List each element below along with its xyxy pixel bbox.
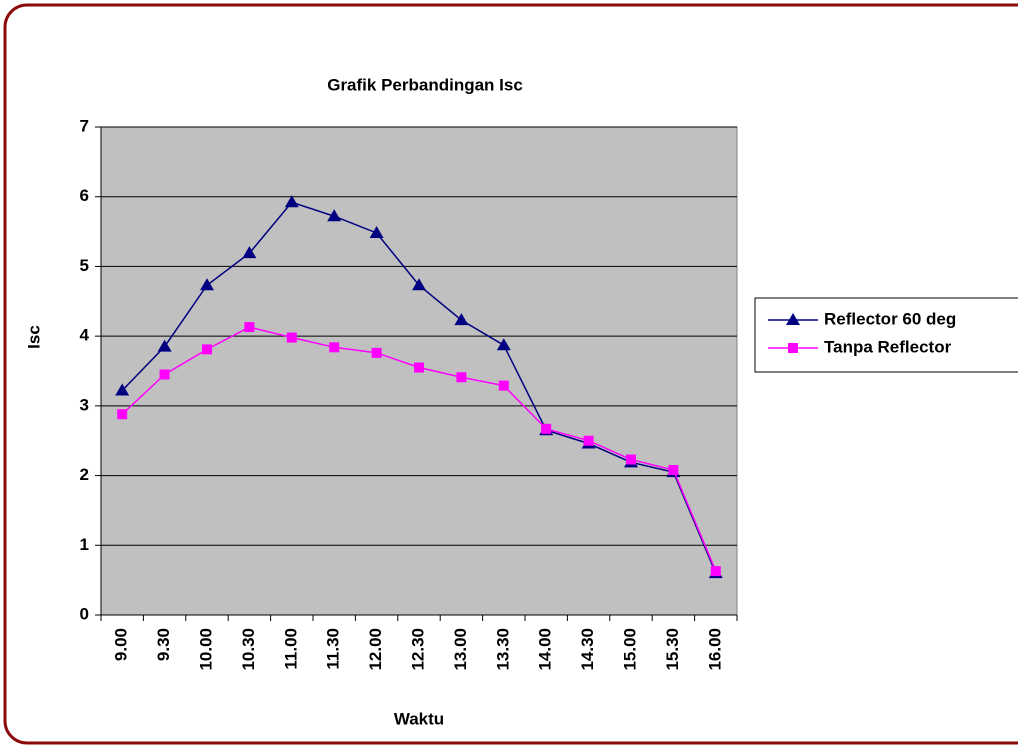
x-tick-label: 13.00 xyxy=(451,628,470,671)
data-point xyxy=(456,372,467,383)
data-point xyxy=(414,362,424,373)
data-point xyxy=(327,209,342,222)
y-tick-label: 2 xyxy=(80,465,89,484)
y-tick-label: 7 xyxy=(80,116,89,135)
data-point xyxy=(284,195,299,208)
data-point xyxy=(541,423,552,434)
data-point xyxy=(412,278,426,291)
data-point xyxy=(668,464,679,475)
data-point xyxy=(710,566,721,577)
x-tick-label: 16.00 xyxy=(705,628,724,671)
legend-marker xyxy=(786,313,800,325)
data-point xyxy=(583,435,594,446)
data-point xyxy=(498,380,509,391)
legend xyxy=(754,297,1018,373)
data-point xyxy=(329,342,340,353)
x-tick-label: 13.30 xyxy=(493,628,512,671)
legend-label: Reflector 60 deg xyxy=(824,309,956,328)
x-tick-label: 14.30 xyxy=(578,628,597,671)
x-axis-label: Waktu xyxy=(394,709,444,728)
y-axis-label: Isc xyxy=(24,325,43,349)
x-tick-label: 15.00 xyxy=(620,628,639,671)
y-tick-label: 1 xyxy=(80,535,89,554)
data-point xyxy=(157,339,172,352)
data-point xyxy=(496,338,511,351)
x-tick-label: 12.00 xyxy=(366,628,385,671)
x-tick-label: 11.00 xyxy=(281,628,300,670)
legend-marker xyxy=(788,343,798,353)
y-tick-label: 3 xyxy=(80,395,89,414)
x-tick-label: 10.30 xyxy=(239,628,258,671)
x-tick-label: 10.00 xyxy=(196,628,215,671)
data-point xyxy=(200,278,214,291)
x-tick-label: 15.30 xyxy=(663,628,682,671)
x-tick-label: 9.30 xyxy=(154,628,173,661)
data-point xyxy=(626,454,636,465)
data-point xyxy=(244,322,255,333)
data-point xyxy=(371,347,382,358)
data-point xyxy=(115,383,130,396)
legend-label: Tanpa Reflector xyxy=(824,337,952,356)
y-tick-label: 5 xyxy=(80,256,89,275)
x-tick-label: 9.00 xyxy=(112,628,131,661)
chart-title: Grafik Perbandingan Isc xyxy=(327,75,523,94)
y-tick-label: 0 xyxy=(80,604,89,623)
y-tick-label: 4 xyxy=(80,326,90,345)
y-tick-label: 6 xyxy=(80,186,89,205)
data-point xyxy=(454,313,469,326)
data-point xyxy=(202,344,212,355)
data-point xyxy=(242,246,257,259)
x-tick-label: 12.30 xyxy=(408,628,427,671)
data-point xyxy=(159,369,170,380)
data-point xyxy=(286,332,297,343)
data-point xyxy=(117,409,128,420)
x-tick-label: 14.00 xyxy=(536,628,555,671)
data-point xyxy=(369,225,384,238)
x-tick-label: 11.30 xyxy=(324,628,343,670)
